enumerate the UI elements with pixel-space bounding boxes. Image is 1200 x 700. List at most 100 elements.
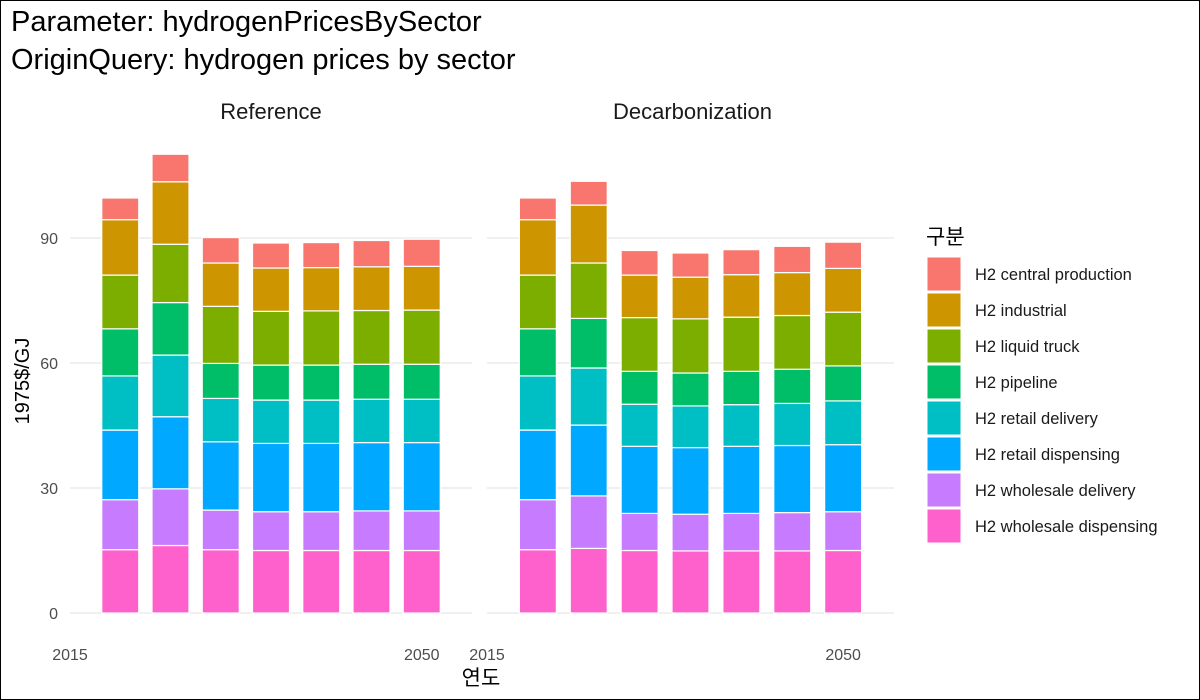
bar-segment (773, 245, 812, 274)
bar-segment (620, 249, 659, 276)
bar-segment (773, 444, 812, 514)
bar-segment (151, 544, 190, 614)
bar-segment (302, 549, 341, 614)
bar-segment (773, 314, 812, 370)
x-tick-label: 2015 (469, 647, 505, 664)
legend-swatch (926, 328, 962, 364)
bar-segment (569, 424, 608, 497)
bar-segment (352, 309, 391, 365)
bar-segment (402, 238, 441, 267)
bar-segment (518, 274, 557, 330)
bar-segment (518, 219, 557, 276)
bar-segment (352, 549, 391, 614)
bar-segment (722, 274, 761, 318)
bar-segment (620, 512, 659, 552)
bar-segment (671, 252, 710, 278)
bar-segment (518, 429, 557, 501)
bar-segment (151, 488, 190, 547)
bar-segment (569, 317, 608, 369)
facet-label: Reference (220, 99, 322, 124)
y-tick-label: 0 (49, 606, 58, 623)
bar-segment (569, 204, 608, 264)
bar-segment (824, 241, 863, 270)
bar-segment (352, 266, 391, 312)
bar-segment (722, 370, 761, 406)
bar-segment (352, 398, 391, 444)
legend-swatch (926, 472, 962, 508)
bar-segment (722, 249, 761, 276)
bar-segment (101, 429, 140, 501)
bar-segment (251, 267, 291, 312)
bar-segment (101, 197, 140, 221)
x-tick-label: 2050 (404, 647, 440, 664)
y-tick-label: 30 (40, 481, 58, 498)
bar-segment (773, 368, 812, 405)
bar-segment (201, 236, 240, 264)
legend-label: H2 wholesale delivery (975, 482, 1136, 500)
bar-segment (201, 305, 240, 365)
bar-segment (201, 549, 240, 614)
y-tick-label: 90 (40, 231, 58, 248)
bar-segment (824, 311, 863, 367)
legend-label: H2 retail dispensing (975, 446, 1120, 464)
bar-segment (251, 399, 291, 445)
bar-segment (569, 367, 608, 426)
bar-segment (671, 550, 710, 614)
bar-segment (402, 441, 441, 512)
legend-title: 구분 (926, 226, 965, 249)
legend-swatch (926, 508, 962, 544)
bar-segment (824, 549, 863, 614)
legend-label: H2 wholesale dispensing (975, 518, 1158, 536)
bar-segment (620, 316, 659, 372)
legend-label: H2 liquid truck (975, 338, 1080, 356)
bar-segment (824, 444, 863, 513)
bar-segment (201, 262, 240, 307)
bar-segment (251, 549, 291, 614)
bar-segment (302, 266, 341, 312)
bar-segment (773, 511, 812, 552)
bar-segment (302, 511, 341, 552)
bar-segment (773, 271, 812, 317)
bar-segment (722, 512, 761, 552)
bar-segment (201, 397, 240, 443)
bar-segment (824, 400, 863, 446)
bar-segment (402, 309, 441, 365)
legend-swatch (926, 292, 962, 328)
bar-segment (201, 362, 240, 400)
bar-segment (352, 441, 391, 512)
bar-segment (671, 405, 710, 449)
bar-segment (101, 328, 140, 377)
bar-segment (620, 403, 659, 447)
bar-segment (620, 274, 659, 319)
bar-segment (251, 442, 291, 513)
bar-segment (518, 375, 557, 431)
bar-segment (671, 318, 710, 374)
bar-segment (352, 510, 391, 552)
facet-label: Decarbonization (613, 99, 772, 124)
bar-segment (101, 375, 140, 431)
legend-swatch (926, 256, 962, 292)
bar-segment (569, 547, 608, 614)
bar-segment (151, 243, 190, 304)
bar-segment (151, 301, 190, 356)
chart-subtitle: OriginQuery: hydrogen prices by sector (11, 44, 516, 76)
bar-segment (302, 442, 341, 513)
bar-segment (201, 509, 240, 551)
bar-segment (824, 267, 863, 313)
bar-segment (302, 310, 341, 366)
bar-segment (101, 219, 140, 276)
x-tick-label: 2015 (52, 647, 88, 664)
bar-segment (352, 363, 391, 400)
bar-segment (722, 550, 761, 614)
bar-segment (352, 239, 391, 268)
bar-segment (302, 364, 341, 401)
bar-segment (101, 549, 140, 614)
legend-label: H2 industrial (975, 302, 1067, 320)
y-axis-title: 1975$/GJ (12, 338, 34, 425)
bar-segment (402, 398, 441, 444)
bar-segment (251, 242, 291, 269)
bar-segment (824, 365, 863, 402)
bar-segment (151, 354, 190, 418)
bar-segment (722, 445, 761, 515)
